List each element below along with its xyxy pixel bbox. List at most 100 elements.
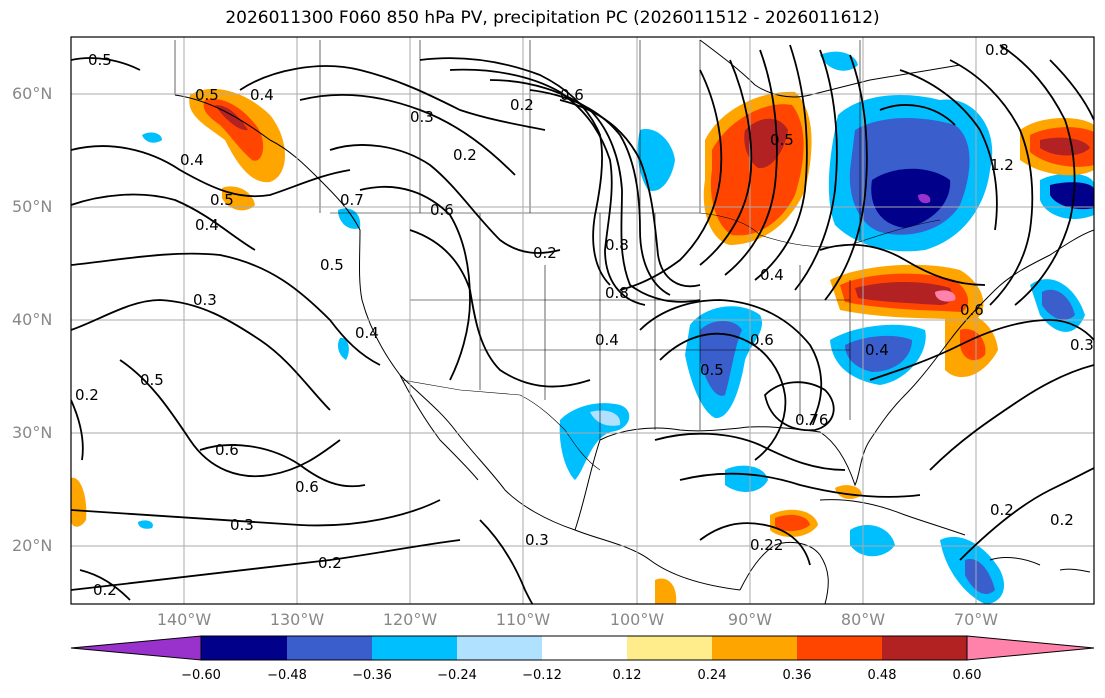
colorbar-swatch [201,636,287,660]
fill-positive [71,477,87,527]
pv-contour [479,519,534,604]
coastline-gulf [574,229,1094,531]
contour-label: 0.2 [510,96,534,114]
contour-labels: 0.5 0.5 0.4 0.4 0.5 0.4 0.7 0.6 0.3 0.2 … [75,41,1094,599]
pv-contour [949,59,1034,306]
contour-label: 0.76 [795,411,828,429]
colorbar-label: −0.24 [437,668,477,683]
pv-contour [869,319,1094,381]
contour-label: 0.4 [250,86,274,104]
colorbar-swatch [542,636,627,660]
contour-label: 0.4 [865,341,889,359]
lat-label: 50°N [12,197,53,216]
fill-positive [775,514,810,532]
lon-label: 120°W [382,610,438,629]
pv-contour [119,359,341,478]
contour-label: 0.5 [195,86,219,104]
colorbar-swatch [457,636,542,660]
pv-contour [699,522,811,566]
pv-contour [654,432,846,471]
pv-contour [329,144,561,254]
lon-label: 100°W [609,610,665,629]
pv-contour [359,186,471,381]
contour-label: 0.8 [985,41,1009,59]
colorbar-label: 0.60 [952,668,982,683]
pv-contour [959,467,1094,561]
pv-contour [71,57,141,71]
contour-label: 0.6 [960,301,984,319]
pv-contour [764,381,835,432]
fill-positive [203,99,264,161]
coastline-puerto-rico [1059,568,1091,573]
fill-positive [215,105,248,131]
coastline-cuba [819,499,966,536]
contour-label: 0.3 [410,108,434,126]
contour-label: 0.4 [760,266,784,284]
coastline-baja [399,374,479,481]
colorbar-label: −0.12 [522,668,562,683]
pv-contour [819,243,986,286]
fill-negative [637,129,675,191]
contour-label: 0.7 [340,191,364,209]
contour-label: 0.5 [88,51,112,69]
coastlines [174,39,1094,604]
lon-label: 110°W [495,610,551,629]
fill-negative [1042,289,1075,320]
contour-label: 0.5 [320,256,344,274]
map-frame [70,36,1095,605]
contour-label: 0.6 [430,201,454,219]
lat-lon-grid [71,37,1094,604]
pv-contour [659,332,787,461]
fill-negative [590,410,621,426]
pv-contour [929,364,1094,471]
contour-label: 0.3 [193,291,217,309]
lat-label: 60°N [12,84,53,103]
contour-label: 0.22 [750,536,783,554]
fill-negative [138,520,153,529]
pv-contour [824,54,868,301]
colorbar-label: 0.12 [612,668,642,683]
colorbar-swatch [966,635,1095,661]
pv-contour [71,539,461,591]
pv-contour [529,89,671,296]
contour-label: 0.2 [75,386,99,404]
contour-label: 0.6 [560,86,584,104]
contour-label: 0.5 [770,131,794,149]
contour-label: 0.8 [605,236,629,254]
pv-contour [239,65,546,131]
contour-label: 1.2 [990,156,1014,174]
contour-label: 0.2 [93,581,117,599]
lon-label: 90°W [727,610,773,629]
pv-contour [299,93,516,176]
pv-contour [999,44,1076,306]
coastline-hispaniola [989,557,1041,566]
pv-contour [699,59,753,266]
pv-contour [71,252,381,366]
contour-label: 0.4 [355,324,379,342]
contour-label: 0.4 [595,331,619,349]
pv-contour [71,299,331,411]
pv-contour [639,299,823,426]
lat-label: 30°N [12,423,53,442]
contour-label: 0.2 [990,501,1014,519]
contour-label: 0.3 [525,531,549,549]
contour-label: 0.8 [605,284,629,302]
pv-contour [794,49,838,291]
chart-title: 2026011300 F060 850 hPa PV, precipitatio… [225,8,880,28]
colorbar-swatch [797,636,882,660]
pv-contour [724,49,778,276]
colorbar-label: −0.36 [352,668,392,683]
pv-contour [899,69,998,231]
contour-label: 0.2 [1050,511,1074,529]
border-us-canada [330,212,941,248]
pv-contour [449,68,646,306]
colorbar-label: −0.60 [181,668,221,683]
lon-label: 140°W [156,610,212,629]
lon-label: 130°W [269,610,325,629]
pv-contour [489,79,701,303]
pv-contour [71,145,351,198]
colorbar-label: −0.48 [267,668,307,683]
fill-positive [655,578,677,604]
pv-contour [419,57,611,286]
